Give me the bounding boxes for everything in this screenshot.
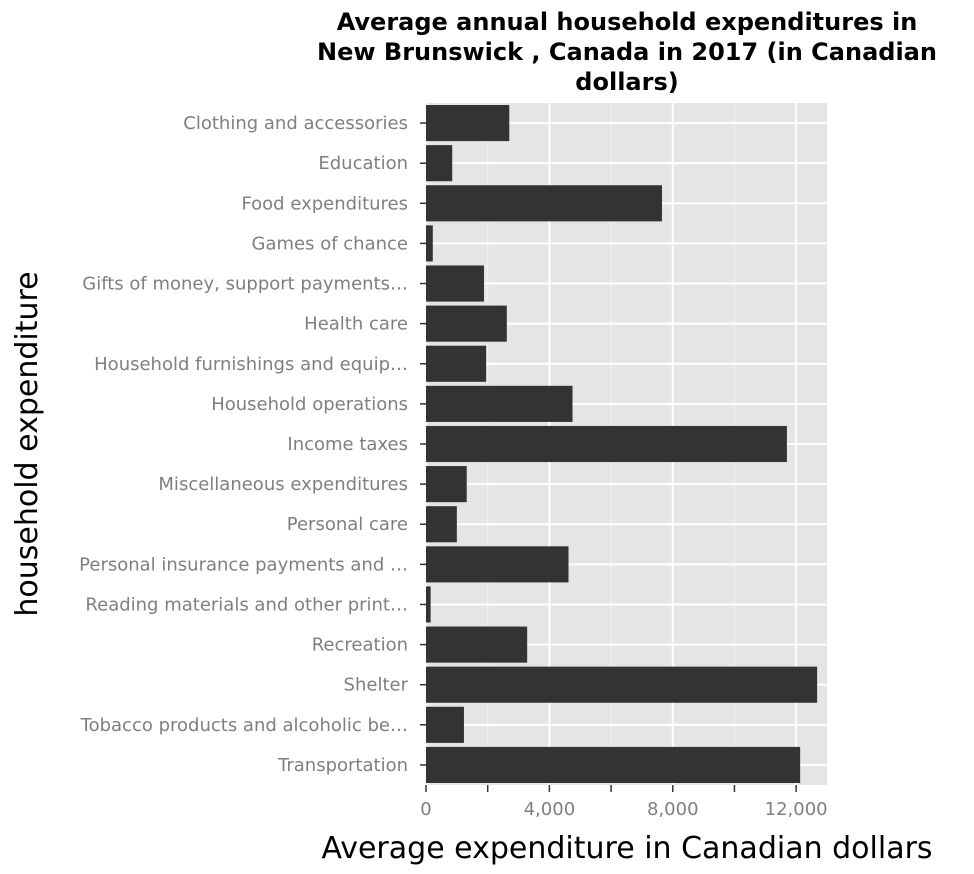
chart-title-line-1: Average annual household expenditures in [337,8,918,36]
x-tick-label: 0 [420,799,431,820]
y-tick-label: Household furnishings and equip… [94,354,408,375]
y-tick-label: Tobacco products and alcoholic be… [80,715,408,736]
y-axis-label: household expenditure [10,271,45,616]
bar [426,586,431,623]
y-tick-label: Games of chance [252,233,408,254]
y-tick-label: Transportation [277,755,408,776]
chart-title-line-2: New Brunswick , Canada in 2017 (in Canad… [317,38,937,66]
bar [426,185,662,222]
bars [426,105,818,783]
chart-title-line-3: dollars) [575,68,678,96]
bar [426,706,464,743]
bar [426,265,484,302]
bar [426,305,507,342]
y-tick-label: Gifts of money, support payments… [82,274,408,295]
bar [426,385,573,422]
y-tick-label: Shelter [344,675,409,696]
bar [426,105,510,142]
x-tick-label: 8,000 [647,799,699,820]
y-tick-label: Miscellaneous expenditures [158,474,408,495]
y-axis: Clothing and accessories Education Food ex… [79,113,426,776]
x-tick-label: 12,000 [765,799,828,820]
bar [426,626,528,663]
y-tick-label: Food expenditures [241,193,408,214]
y-tick-label: Household operations [211,394,408,415]
bar [426,345,487,382]
bar [426,466,467,503]
x-tick-label: 4,000 [524,799,576,820]
bar [426,746,801,783]
y-tick-label: Personal care [287,514,408,535]
x-axis-label: Average expenditure in Canadian dollars [321,831,932,866]
chart-title: Average annual household expenditures in… [317,8,937,96]
y-tick-label: Reading materials and other print… [85,594,408,615]
y-tick-label: Personal insurance payments and … [79,554,408,575]
bar [426,506,457,543]
bar [426,425,787,463]
y-tick-label: Recreation [312,635,408,656]
bar [426,666,818,703]
y-tick-label: Health care [304,314,408,335]
bar [426,546,569,583]
y-tick-label: Income taxes [287,434,408,455]
x-axis: 0 4,000 8,000 12,000 [420,785,828,820]
y-tick-label: Clothing and accessories [183,113,408,134]
bar [426,225,433,262]
y-tick-label: Education [318,153,408,174]
bar [426,145,453,182]
